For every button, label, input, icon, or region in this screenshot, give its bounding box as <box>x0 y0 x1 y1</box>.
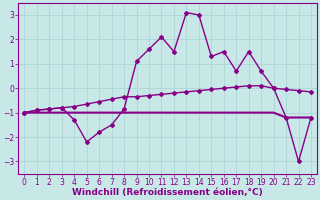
X-axis label: Windchill (Refroidissement éolien,°C): Windchill (Refroidissement éolien,°C) <box>72 188 263 197</box>
